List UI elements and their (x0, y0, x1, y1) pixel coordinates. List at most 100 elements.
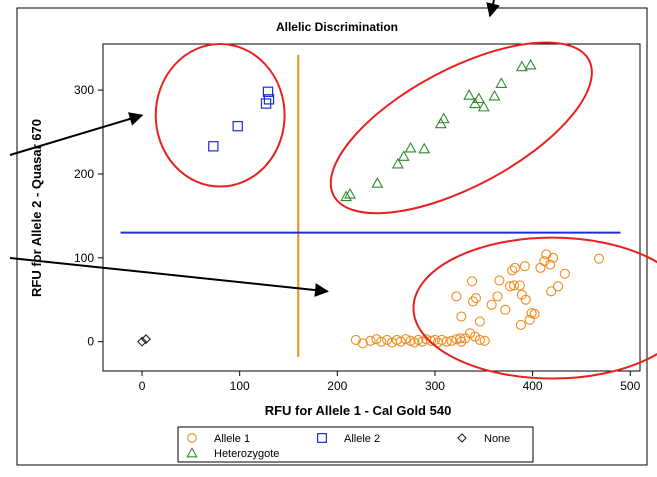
allele-1-point (382, 334, 393, 346)
legend-heterozygote-marker (186, 447, 198, 458)
legend-allele-1-label: Allele 1 (214, 433, 250, 445)
heterozygote-point (404, 141, 417, 153)
allele-1-point (508, 280, 520, 291)
allele-1-point (529, 308, 540, 320)
allele-1-point (350, 334, 361, 346)
allele-1-point (479, 335, 490, 346)
cluster-ellipses (154, 41, 657, 380)
allele-1-point (429, 334, 441, 346)
allele-1-point (541, 249, 552, 260)
allele-1-point (514, 280, 525, 291)
allele-1-point (539, 256, 550, 267)
heterozygote-point (340, 190, 353, 202)
heterozygote-point (524, 58, 537, 70)
y-tick-label: 200 (74, 167, 94, 181)
allele-1-point (520, 294, 531, 305)
allele-1-point (456, 311, 467, 322)
heterozygote-point (344, 187, 356, 199)
legend-allele-2-marker (317, 433, 327, 443)
allele-1-point (467, 276, 478, 287)
threshold-lines (120, 54, 621, 357)
heterozygote-point (477, 100, 490, 112)
x-axis: 0 100 200 300 400 500 (139, 371, 641, 393)
allele-2-point (208, 141, 219, 152)
allele-2-point (263, 94, 275, 105)
heterozygote-point (463, 89, 476, 100)
allele-1-point (436, 334, 447, 346)
allele-1-point (376, 336, 387, 347)
allele-1-point (559, 268, 570, 279)
chart-title: Allelic Discrimination (276, 20, 398, 34)
legend-none-marker (457, 433, 467, 443)
allele-1-point (546, 286, 557, 297)
plot-area (102, 43, 641, 372)
legend-heterozygote-label: Heterozygote (214, 448, 279, 460)
allele-1-point (470, 293, 482, 304)
heterozygote-point (515, 60, 528, 72)
legend-none-label: None (484, 433, 510, 445)
heterozygote-point (495, 77, 508, 88)
allele-1-point (500, 304, 511, 315)
allele-1-point (593, 253, 605, 264)
heterozygote-point (418, 142, 431, 154)
allele-1-point (486, 299, 497, 310)
x-tick-label: 400 (523, 379, 543, 393)
none-point (140, 334, 151, 345)
allele-1-point (548, 252, 559, 263)
allele-1-point (519, 261, 530, 272)
allele-1-point (474, 334, 485, 346)
heterozygote-point (437, 112, 450, 124)
allele-1-point (395, 336, 406, 347)
allele-1-point (494, 275, 505, 286)
allele-1-point (426, 335, 437, 346)
allele-1-point (365, 335, 376, 346)
x-tick-label: 0 (139, 379, 146, 393)
cluster-ellipse (154, 43, 286, 188)
cluster-ellipse (329, 41, 593, 215)
allele-1-point (455, 333, 466, 344)
allele-2-point (262, 86, 274, 97)
heterozygote-point (371, 177, 384, 188)
x-tick-label: 300 (425, 379, 445, 393)
allele-1-point (516, 289, 527, 300)
x-tick-label: 500 (620, 379, 640, 393)
y-tick-label: 300 (74, 83, 94, 97)
allele-1-point (545, 259, 556, 270)
allele-1-point (509, 262, 521, 273)
annotation-arrow (9, 257, 329, 297)
y-axis-label: RFU for Allele 2 - Quasar 670 (29, 119, 44, 297)
annotation-arrow (9, 112, 144, 156)
allele-1-point (357, 338, 368, 349)
allele-2-point (232, 120, 243, 132)
allele-1-point (505, 281, 516, 292)
allele-1-point (492, 291, 503, 302)
y-tick-label: 0 (87, 335, 94, 349)
allele-1-point (400, 334, 411, 345)
legend-box (177, 426, 534, 463)
heterozygote-point (488, 89, 501, 101)
x-tick-label: 100 (230, 379, 250, 393)
heterozygote-point (472, 92, 485, 104)
allele-1-point (552, 281, 564, 292)
annotation-arrows (9, 0, 500, 297)
allele-1-point (371, 334, 382, 345)
heterozygote-point (397, 150, 410, 161)
legend-allele-1-marker (187, 433, 197, 443)
legend-allele-2-label: Allele 2 (344, 433, 380, 445)
allele-1-point (515, 319, 526, 330)
allele-1-point (524, 314, 535, 325)
allele-1-point (507, 265, 518, 276)
allele-1-point (451, 291, 462, 302)
none-point (137, 336, 148, 347)
x-axis-label: RFU for Allele 1 - Cal Gold 540 (265, 403, 452, 418)
data-points (137, 58, 605, 349)
allele-1-point (474, 316, 485, 327)
heterozygote-point (391, 157, 404, 169)
x-tick-label: 200 (327, 379, 347, 393)
cluster-ellipse (412, 236, 657, 380)
y-tick-label: 100 (74, 251, 94, 265)
allele-1-point (467, 296, 479, 307)
y-axis: 0 100 200 300 (74, 83, 103, 349)
